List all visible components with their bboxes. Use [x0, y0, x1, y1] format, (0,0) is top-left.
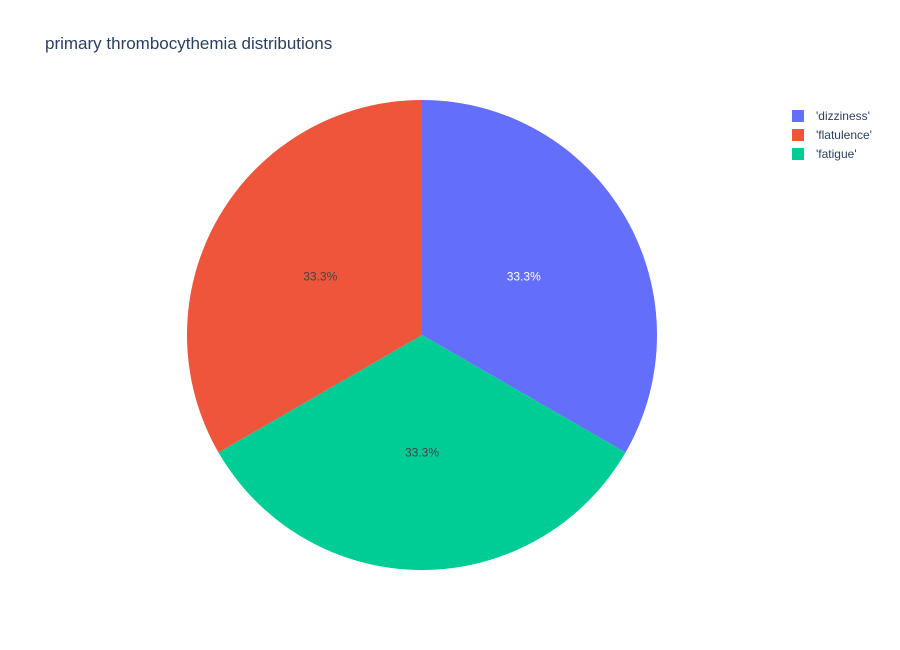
- legend-item-dizziness[interactable]: 'dizziness': [792, 106, 872, 125]
- legend-swatch: [792, 128, 804, 141]
- legend-item-flatulence[interactable]: 'flatulence': [792, 125, 872, 144]
- legend-label: 'dizziness': [816, 108, 870, 123]
- pie-slice-flatulence[interactable]: [187, 100, 422, 453]
- legend-label: 'fatigue': [816, 146, 857, 161]
- slice-percent-label: 33.3%: [507, 269, 541, 283]
- legend-swatch: [792, 147, 804, 160]
- legend-swatch: [792, 109, 804, 122]
- legend-label: 'flatulence': [816, 127, 872, 142]
- pie-slice-fatigue[interactable]: [218, 335, 626, 570]
- legend: 'dizziness' 'flatulence' 'fatigue': [792, 106, 872, 163]
- slice-percent-label: 33.3%: [405, 446, 439, 460]
- pie-slice-dizziness[interactable]: [422, 100, 658, 453]
- chart-title: primary thrombocythemia distributions: [45, 34, 333, 53]
- slice-percent-label: 33.3%: [303, 269, 337, 283]
- legend-item-fatigue[interactable]: 'fatigue': [792, 144, 872, 163]
